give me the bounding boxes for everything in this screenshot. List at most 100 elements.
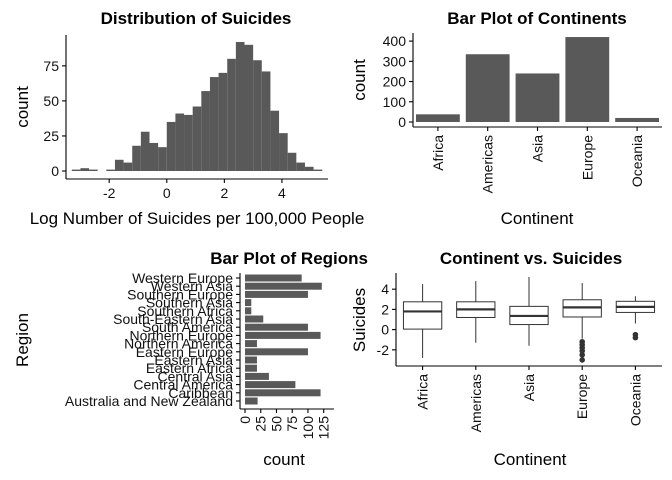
histogram-y-tick-label: 0	[51, 163, 59, 179]
continent-bar	[415, 114, 460, 122]
histogram-bar	[89, 169, 98, 171]
histogram-bar	[80, 168, 90, 171]
regions-y-tick-label: Central America	[133, 377, 233, 393]
regions-y-tick-label: Central Asia	[158, 368, 234, 384]
boxplot-outlier	[632, 334, 639, 341]
regions-y-tick-label: Northern Europe	[129, 327, 233, 343]
histogram-bar	[287, 152, 297, 171]
regions-y-tick-label: Southern Asia	[146, 295, 233, 311]
regions-y-tick-label: Caribbean	[168, 385, 233, 401]
continents-y-tick-label: 300	[383, 53, 407, 69]
region-bar	[245, 282, 322, 290]
regions-x-tick-label: 75	[284, 416, 300, 432]
histogram-bar	[279, 133, 288, 171]
region-bar	[245, 397, 258, 405]
histogram-y-ticks: 0 25 50 75	[43, 58, 66, 179]
region-bar	[245, 381, 296, 389]
histogram-x-tick-label: 0	[163, 185, 171, 201]
histogram-panel: Distribution of Suicides 0 25 50 75 -2 0 2 4 L…	[13, 9, 364, 228]
continents-x-tick-label: Africa	[430, 135, 446, 171]
boxplot-panel: Continent vs. Suicides -2 0 2 4 Africa Ameri…	[350, 249, 662, 469]
regions-x-label: count	[263, 450, 305, 469]
boxplot-x-tick-label: Asia	[521, 374, 537, 401]
continents-x-tick-label: Americas	[480, 135, 496, 193]
boxplot-x-tick-label: Oceania	[627, 374, 643, 426]
boxplot-y-label: Suicides	[350, 288, 369, 352]
boxplot-y-tick-label: 0	[381, 322, 389, 338]
region-bar	[245, 290, 308, 298]
histogram-y-tick-label: 50	[43, 93, 59, 109]
histogram-x-tick-label: -2	[103, 185, 116, 201]
regions-title: Bar Plot of Regions	[210, 249, 368, 268]
boxplot-y-tick-label: 4	[381, 281, 389, 297]
continents-y-tick-label: 400	[383, 33, 407, 49]
histogram-bar	[296, 162, 305, 171]
boxplot-outlier	[579, 348, 585, 354]
boxplot-box	[402, 301, 443, 330]
region-bar	[245, 364, 257, 372]
histogram-bar	[244, 44, 254, 171]
boxplot-x-label: Continent	[494, 450, 567, 469]
regions-y-tick-label: Western Asia	[151, 278, 233, 294]
continents-y-label: count	[350, 59, 369, 101]
histogram-bar	[106, 169, 115, 171]
continents-panel: Bar Plot of Continents 0 100 200 300 400 Afr…	[350, 9, 662, 228]
histogram-y-label: count	[13, 86, 32, 128]
histogram-bar	[158, 147, 167, 171]
regions-panel: Bar Plot of Regions Australia and New Ze…	[13, 249, 368, 469]
histogram-x-label: Log Number of Suicides per 100,000 Peopl…	[30, 209, 365, 228]
regions-y-tick-label: Northern America	[124, 336, 233, 352]
regions-y-tick-label: Western Europe	[132, 270, 233, 286]
region-bar	[245, 323, 308, 331]
histogram-bar	[235, 42, 245, 171]
histogram-bar	[184, 114, 193, 171]
region-bar	[245, 356, 257, 364]
continent-bar	[615, 117, 660, 122]
histogram-bar	[140, 131, 150, 171]
histogram-bar	[227, 58, 236, 171]
region-bar	[245, 299, 252, 307]
histogram-bar	[209, 77, 219, 171]
histogram-bar	[149, 142, 159, 171]
region-bar	[245, 307, 252, 315]
continents-x-label: Continent	[501, 209, 574, 228]
histogram-bar	[192, 106, 202, 171]
regions-y-tick-label: Eastern Asia	[154, 352, 233, 368]
continents-x-tick-label: Oceania	[629, 135, 645, 187]
continent-bar	[565, 37, 610, 122]
histogram-bar	[123, 162, 133, 171]
histogram-bar	[132, 145, 141, 171]
regions-y-tick-label: Southern Africa	[137, 303, 233, 319]
continents-y-ticks: 0 100 200 300 400	[383, 33, 413, 130]
regions-y-label: Region	[13, 313, 32, 367]
histogram-bar	[175, 113, 185, 171]
boxplot-title: Continent vs. Suicides	[440, 249, 622, 268]
regions-y-tick-label: South America	[142, 319, 233, 335]
histogram-bars	[71, 42, 323, 171]
region-bar	[245, 372, 269, 380]
region-bar	[245, 274, 302, 282]
region-bar	[245, 315, 264, 323]
histogram-bar	[253, 60, 262, 171]
continents-x-tick-label: Asia	[530, 135, 546, 162]
regions-x-tick-label: 25	[253, 416, 269, 432]
regions-x-tick-label: 50	[268, 416, 284, 432]
histogram-bar	[71, 169, 81, 171]
histogram-bar	[304, 166, 314, 171]
histogram-x-ticks: -2 0 2 4	[103, 179, 286, 201]
boxplot-y-tick-label: -2	[377, 342, 390, 358]
histogram-bar	[261, 71, 271, 171]
boxplot-outlier	[579, 357, 585, 363]
continents-bars	[415, 37, 660, 123]
continents-y-tick-label: 0	[398, 114, 406, 130]
histogram-y-tick-label: 75	[43, 58, 59, 74]
region-bar	[245, 348, 308, 356]
boxplot-x-ticks: Africa Americas Asia Europe Oceania	[415, 366, 643, 432]
regions-x-tick-label: 125	[316, 416, 332, 440]
continents-x-ticks: Africa Americas Asia Europe Oceania	[430, 127, 645, 193]
regions-y-tick-label: South-Eastern Asia	[113, 311, 233, 327]
boxplot-x-tick-label: Europe	[574, 374, 590, 419]
histogram-title: Distribution of Suicides	[101, 9, 292, 28]
histogram-x-tick-label: 4	[278, 185, 286, 201]
